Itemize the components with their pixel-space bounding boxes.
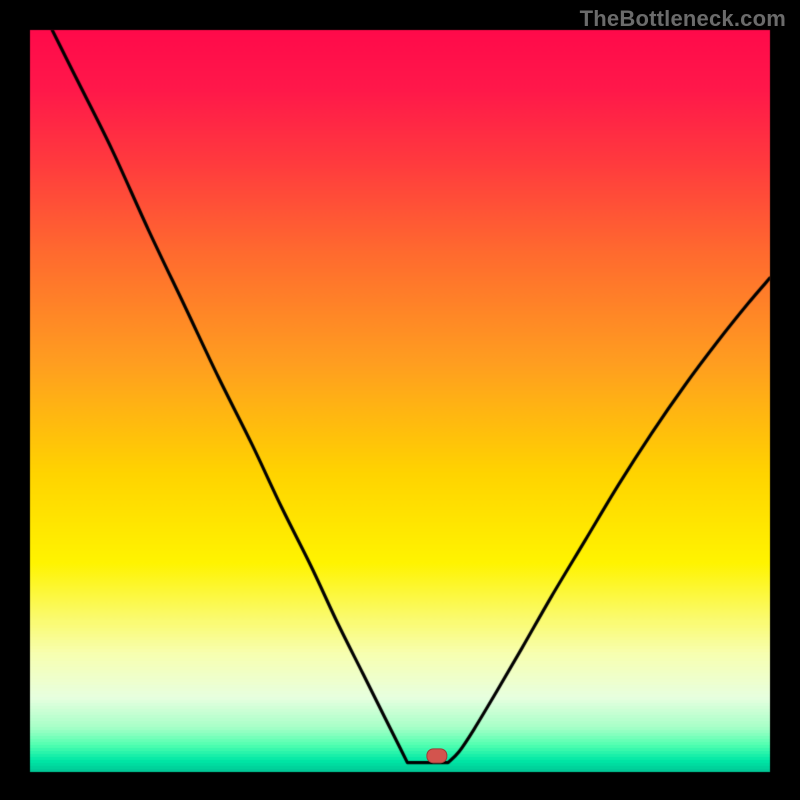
watermark-label: TheBottleneck.com bbox=[580, 6, 786, 32]
chart-stage: TheBottleneck.com bbox=[0, 0, 800, 800]
bottleneck-marker bbox=[426, 748, 447, 763]
curve-canvas bbox=[0, 0, 800, 800]
